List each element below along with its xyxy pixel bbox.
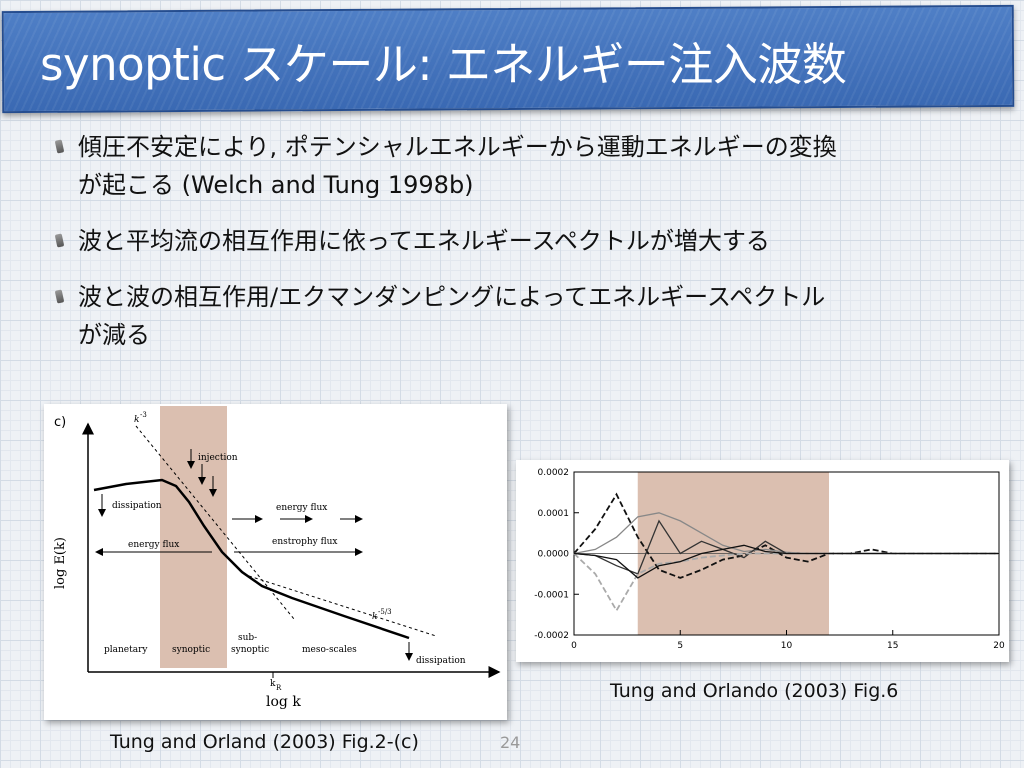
k-3-exponent: -3 [140,411,147,419]
schematic-spectrum-svg: c) log E(k) log k k R k -3 k -5/3 inject… [53,406,501,710]
region-meso: meso-scales [302,645,357,655]
bullet-line: 波と平均流の相互作用に依ってエネルギースペクトルが増大する [78,227,770,255]
energy-flux-label-right: energy flux [276,503,327,513]
y-tick-label: 0.0001 [538,509,570,519]
x-tick-label: 10 [781,641,793,651]
k-3-base: k [134,415,139,425]
y-tick-label: 0.0000 [538,550,570,560]
series-line-solid-black [573,544,999,579]
dissipation-label-left: dissipation [112,501,162,511]
bullet-line: が起こる (Welch and Tung 1998b) [78,171,474,199]
enstrophy-flux-label: enstrophy flux [272,537,337,547]
y-axis-label: log E(k) [53,537,68,589]
k-5-3-slope-line [248,575,437,637]
energy-spectrum-curve [93,478,410,640]
region-synoptic: synoptic [172,645,210,655]
region-sub: sub- [238,633,257,643]
energy-flux-label-left: energy flux [128,540,179,550]
bullet-item: 波と波の相互作用/エクマンダンピングによってエネルギースペクトル が減る [54,278,1007,354]
bullet-icon [54,139,65,154]
figure1-caption: Tung and Orland (2003) Fig.2-(c) [110,731,419,753]
bullet-line: 傾圧不安定により, ポテンシャルエネルギーから運動エネルギーの変換 [78,133,837,161]
synoptic-band [160,406,227,668]
bullet-icon [54,289,65,304]
kr-label: k [270,679,276,689]
bullet-icon [54,233,65,248]
panel-label: c) [54,415,66,430]
bullet-item: 傾圧不安定により, ポテンシャルエネルギーから運動エネルギーの変換 が起こる (… [54,128,1007,204]
slide-title: synoptic スケール: エネルギー注入波数 [40,38,847,91]
energy-exchange-chart-figure: 0.0002 0.0001 0.0000 -0.0001 -0.0002 0 5 10 15 20 [516,460,1009,662]
dissipation-label-right: dissipation [416,656,466,666]
x-tick-label: 20 [993,641,1005,651]
region-subsynoptic: synoptic [231,645,269,655]
injection-label: injection [198,453,238,463]
bullet-list: 傾圧不安定により, ポテンシャルエネルギーから運動エネルギーの変換 が起こる (… [54,128,1007,372]
bullet-line: 波と波の相互作用/エクマンダンピングによってエネルギースペクトル [78,283,826,311]
bullet-item: 波と平均流の相互作用に依ってエネルギースペクトルが増大する [54,222,1007,260]
y-tick-label: 0.0002 [538,468,570,478]
y-tick-label: -0.0001 [534,590,569,600]
x-tick-label: 0 [571,641,577,651]
y-tick-label: -0.0002 [534,631,569,641]
x-axis-label: log k [266,694,301,710]
region-planetary: planetary [104,645,148,655]
k-5-3-exponent: -5/3 [378,608,392,616]
kr-subscript: R [276,684,282,692]
x-tick-label: 15 [887,641,898,651]
page-number: 24 [500,733,521,752]
figure2-caption: Tung and Orlando (2003) Fig.6 [610,680,899,702]
schematic-spectrum-figure: c) log E(k) log k k R k -3 k -5/3 inject… [44,404,507,720]
x-tick-label: 5 [677,641,683,651]
k-5-3-base: k [372,612,377,622]
bullet-line: が減る [78,321,150,349]
